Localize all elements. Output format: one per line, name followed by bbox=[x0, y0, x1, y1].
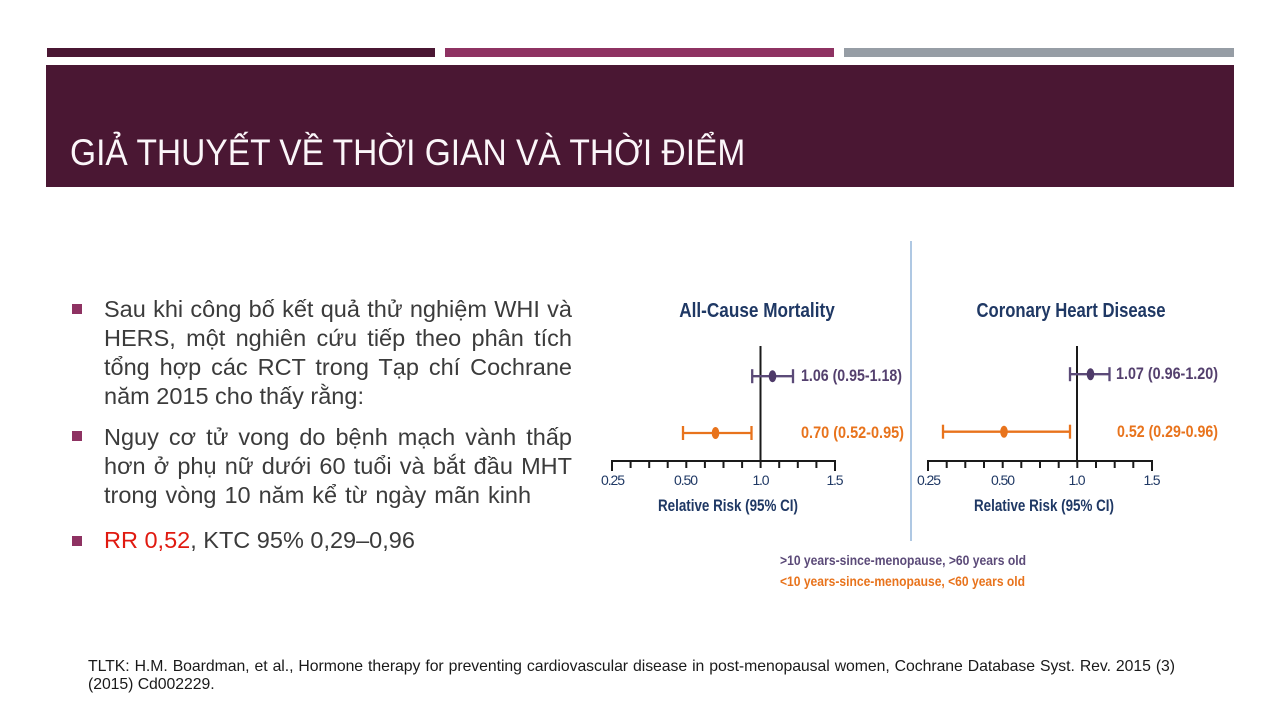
svg-text:1.07 (0.96-1.20): 1.07 (0.96-1.20) bbox=[1116, 365, 1218, 383]
svg-text:0.70 (0.52-0.95): 0.70 (0.52-0.95) bbox=[801, 424, 904, 442]
svg-text:1.06 (0.95-1.18): 1.06 (0.95-1.18) bbox=[801, 367, 902, 385]
svg-text:Relative Risk (95% CI): Relative Risk (95% CI) bbox=[974, 496, 1114, 515]
svg-text:0.25: 0.25 bbox=[917, 472, 941, 488]
svg-text:1.0: 1.0 bbox=[753, 472, 770, 488]
svg-text:0.50: 0.50 bbox=[674, 472, 698, 488]
svg-text:0.52 (0.29-0.96): 0.52 (0.29-0.96) bbox=[1117, 423, 1218, 441]
svg-text:<10 years-since-menopause, <60: <10 years-since-menopause, <60 years old bbox=[780, 574, 1025, 589]
svg-text:Coronary Heart Disease: Coronary Heart Disease bbox=[977, 300, 1166, 322]
svg-text:0.25: 0.25 bbox=[601, 472, 625, 488]
svg-text:All-Cause Mortality: All-Cause Mortality bbox=[679, 300, 835, 322]
svg-text:1.5: 1.5 bbox=[827, 472, 844, 488]
svg-text:>10 years-since-menopause, >60: >10 years-since-menopause, >60 years old bbox=[780, 553, 1026, 568]
svg-text:1.0: 1.0 bbox=[1069, 472, 1086, 488]
svg-text:1.5: 1.5 bbox=[1144, 472, 1161, 488]
svg-text:Relative Risk (95% CI): Relative Risk (95% CI) bbox=[658, 496, 798, 515]
svg-text:0.50: 0.50 bbox=[991, 472, 1015, 488]
